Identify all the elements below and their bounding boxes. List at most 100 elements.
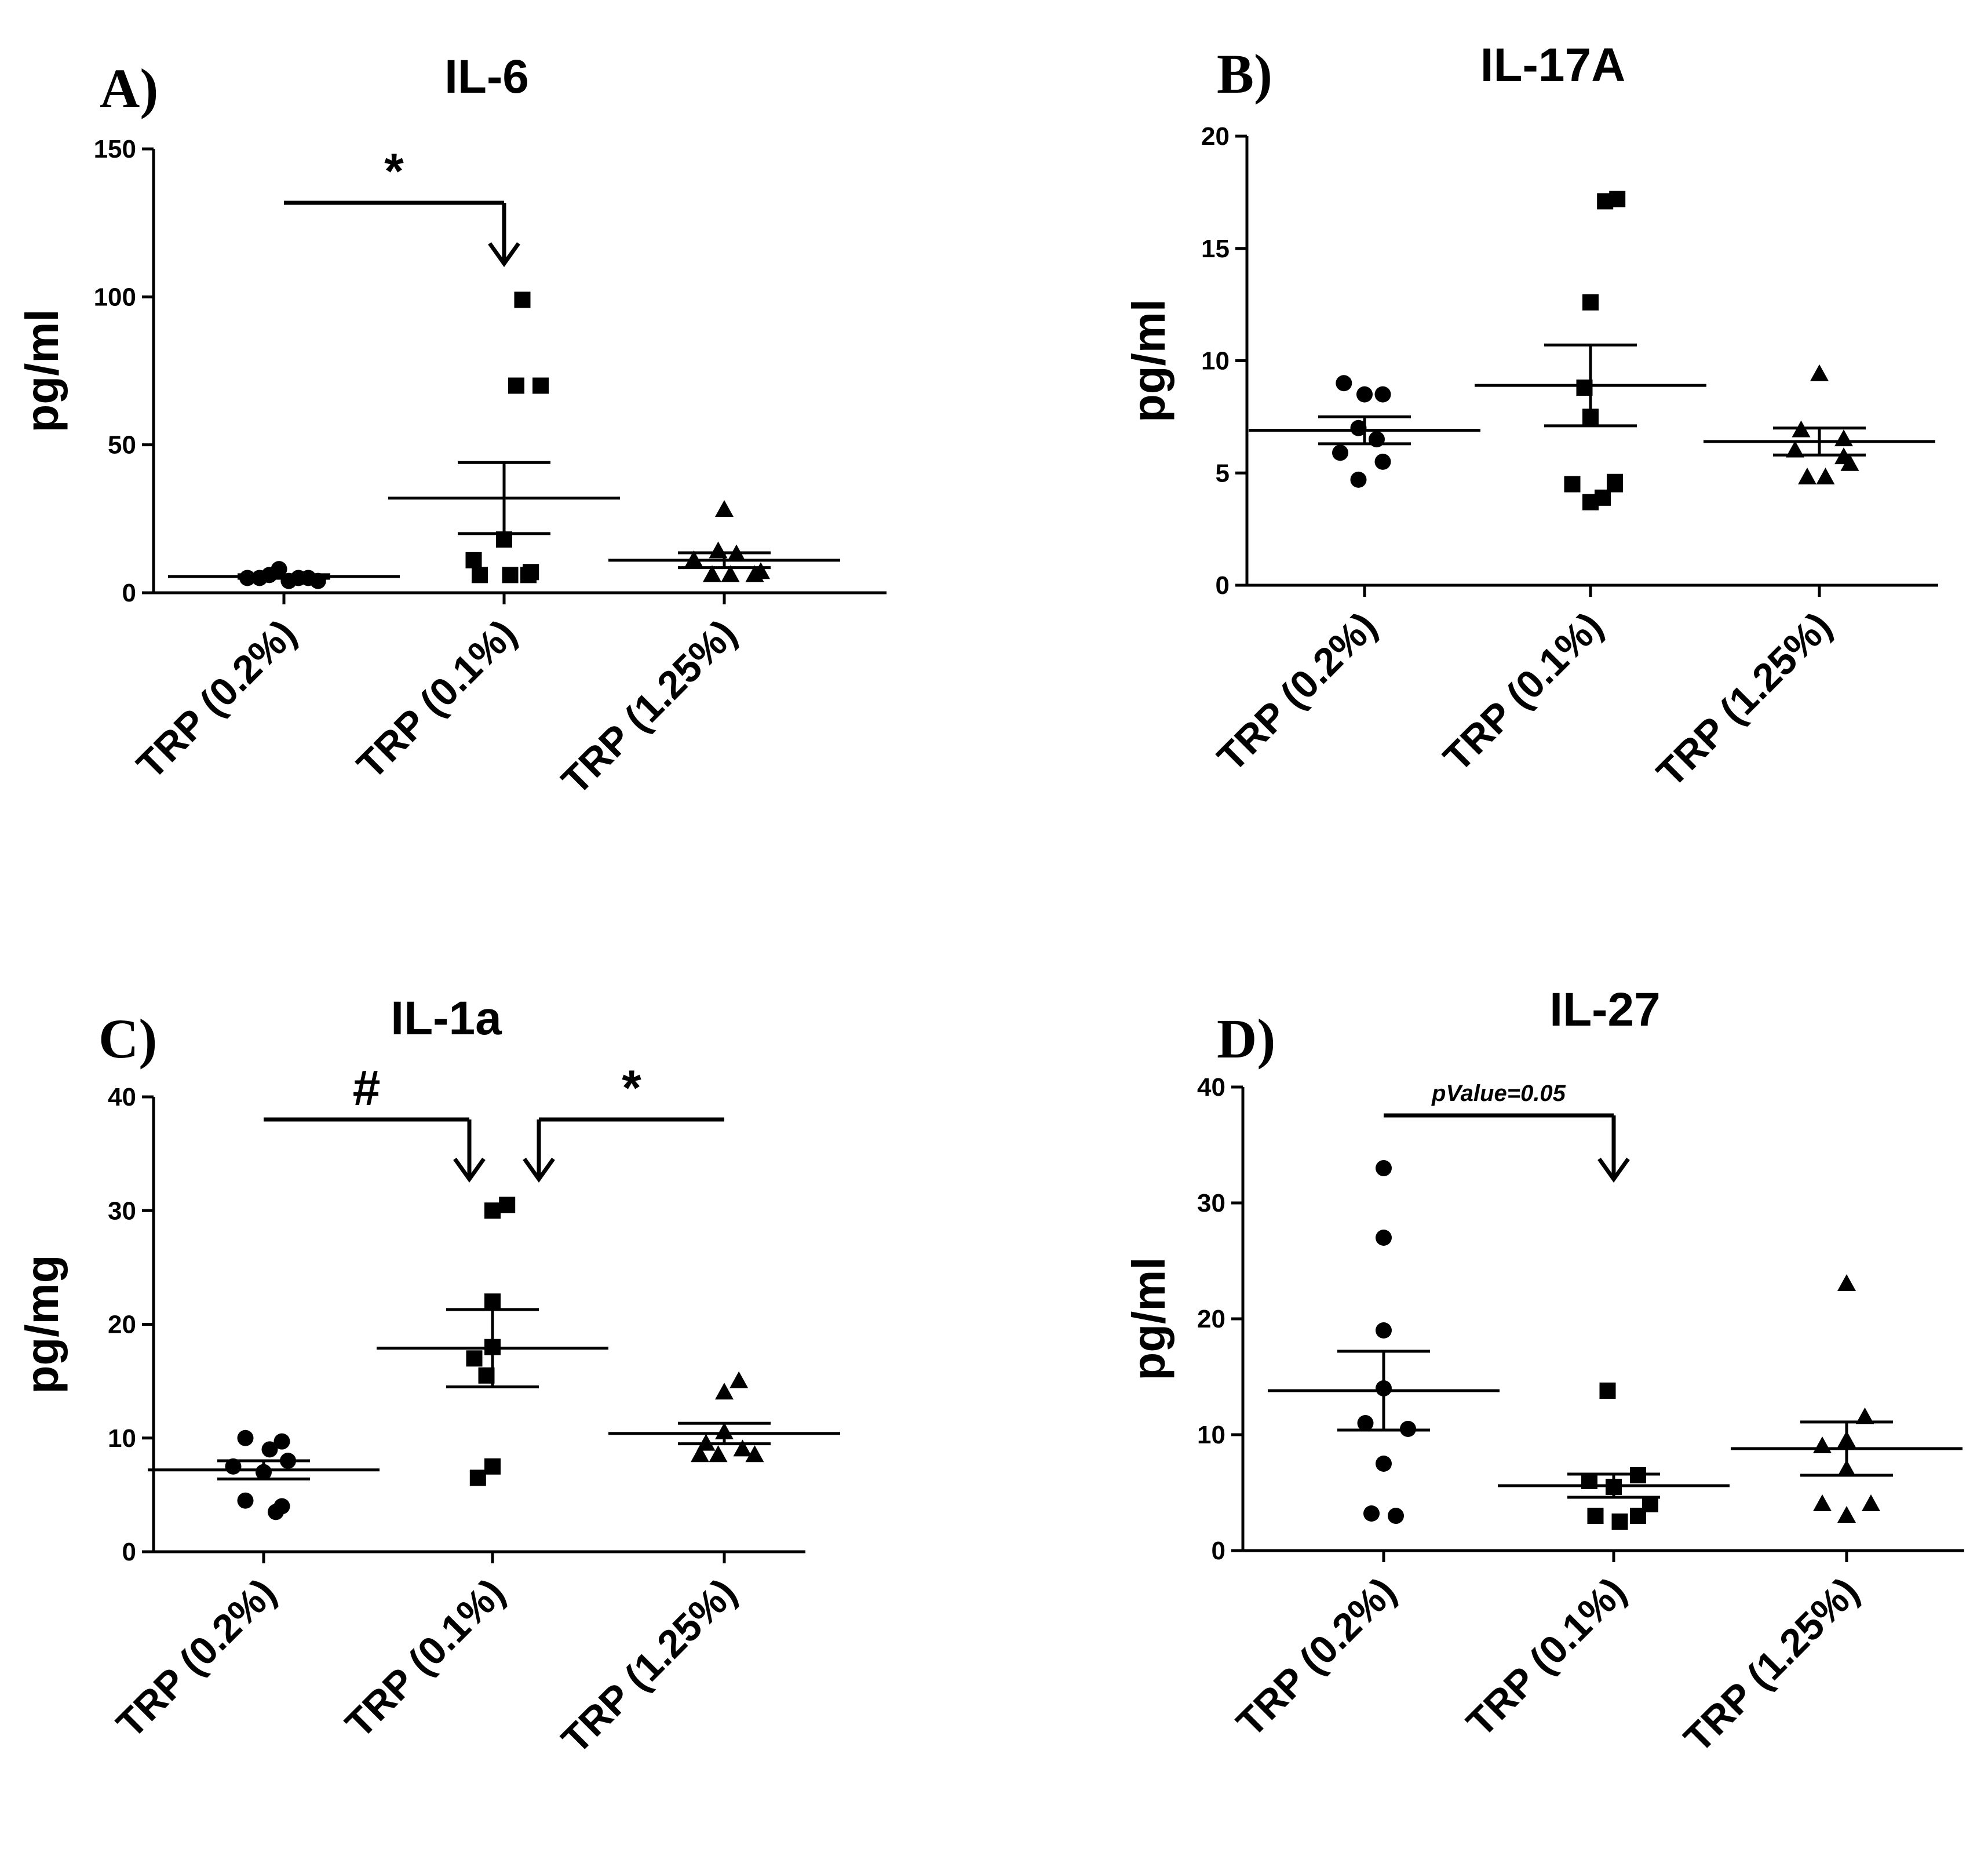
data-point-circle — [1374, 386, 1391, 403]
data-point-triangle — [1810, 364, 1829, 381]
data-point-circle — [261, 1441, 278, 1458]
data-point-triangle — [715, 500, 734, 517]
data-point-circle — [1388, 1508, 1404, 1524]
y-axis-label: pg/ml — [1123, 299, 1174, 422]
data-point-triangle — [709, 1445, 728, 1463]
significance-arrow-head — [523, 1157, 555, 1183]
chart-title: IL-1a — [391, 992, 502, 1045]
data-point-circle — [1357, 1415, 1374, 1431]
data-point-triangle — [729, 1371, 749, 1388]
data-point-triangle — [1837, 1274, 1856, 1291]
x-tick-label: TRP (0.1%) — [337, 1570, 513, 1746]
data-point-square — [502, 567, 519, 583]
data-point-square — [514, 291, 531, 308]
data-point-square — [532, 377, 549, 394]
data-point-circle — [237, 1429, 254, 1446]
data-point-square — [465, 552, 482, 568]
y-tick-label: 20 — [1201, 122, 1230, 151]
y-axis-label: pg/ml — [16, 309, 68, 432]
data-point-square — [1611, 1514, 1628, 1530]
significance-label: # — [353, 1060, 381, 1116]
y-tick-label: 15 — [1201, 235, 1230, 263]
data-point-circle — [1376, 1322, 1392, 1339]
data-point-square — [1582, 294, 1599, 311]
y-tick-label: 50 — [108, 431, 136, 459]
data-point-square — [1587, 1508, 1604, 1524]
data-point-triangle — [1840, 454, 1859, 471]
data-point-circle — [1363, 1505, 1380, 1522]
data-point-triangle — [691, 1445, 709, 1463]
significance-arrow-head — [1597, 1157, 1630, 1183]
data-point-circle — [1332, 444, 1348, 461]
y-tick-label: 30 — [1197, 1189, 1225, 1217]
data-point-triangle — [721, 565, 740, 582]
significance-label: * — [384, 144, 404, 199]
data-point-square — [499, 1197, 516, 1213]
data-point-triangle — [715, 1383, 734, 1400]
x-tick-label: TRP (0.1%) — [349, 611, 525, 787]
data-point-circle — [1376, 1160, 1392, 1176]
x-tick-label: TRP (1.25%) — [553, 1570, 745, 1762]
chart-panel-a: A) IL-6 0 50 100 150 pg/ml TRP (0.2%) TRP (0.1%)… — [16, 50, 887, 803]
x-tick-label: TRP (0.1%) — [1435, 604, 1611, 780]
y-tick-label: 0 — [1216, 571, 1230, 600]
x-tick-label: TRP (0.2%) — [129, 611, 305, 787]
data-point-square — [523, 564, 539, 581]
data-point-circle — [268, 1504, 284, 1520]
data-point-square — [1599, 1383, 1616, 1399]
x-tick-label: TRP (0.2%) — [108, 1570, 284, 1746]
data-point-triangle — [1816, 468, 1835, 484]
panel-label: B) — [1217, 43, 1272, 105]
data-point-square — [1564, 476, 1581, 493]
data-point-triangle — [1837, 1506, 1856, 1523]
data-point-circle — [1350, 420, 1367, 436]
y-tick-label: 40 — [108, 1083, 136, 1111]
x-tick-label: TRP (0.2%) — [1228, 1569, 1405, 1745]
significance-label: pValue=0.05 — [1431, 1081, 1566, 1106]
data-point-triangle — [1813, 1494, 1832, 1511]
data-point-square — [1609, 191, 1626, 207]
data-point-square — [484, 1293, 501, 1310]
data-point-triangle — [1862, 1494, 1880, 1511]
y-axis-label: pg/ml — [1123, 1257, 1174, 1380]
y-tick-label: 150 — [94, 135, 136, 163]
chart-panel-d: D) IL-27 0 10 20 30 40 pg/ml TRP (0.2%) TRP (0.1%… — [1123, 983, 1964, 1761]
data-point-square — [484, 1202, 501, 1219]
y-tick-label: 20 — [1197, 1305, 1225, 1333]
data-point-circle — [273, 1433, 290, 1450]
data-point-triangle — [1798, 468, 1816, 484]
chart-title: IL-17A — [1480, 39, 1626, 92]
data-point-triangle — [752, 562, 770, 579]
y-tick-label: 10 — [1201, 347, 1230, 375]
chart-title: IL-27 — [1549, 983, 1660, 1036]
chart-title: IL-6 — [444, 50, 529, 103]
y-axis-label: pg/mg — [16, 1255, 68, 1394]
y-tick-label: 20 — [108, 1311, 136, 1339]
data-point-triangle — [1834, 429, 1853, 447]
panel-label: A) — [100, 57, 158, 119]
data-point-square — [472, 567, 488, 583]
data-point-square — [1595, 489, 1611, 506]
panel-label: D) — [1217, 1008, 1275, 1070]
x-tick-label: TRP (0.2%) — [1209, 604, 1385, 780]
significance-label: * — [622, 1060, 641, 1116]
y-tick-label: 30 — [108, 1197, 136, 1225]
significance-arrow-head — [488, 242, 520, 268]
data-point-triangle — [1786, 440, 1804, 458]
data-point-circle — [1356, 386, 1373, 403]
y-tick-label: 5 — [1216, 459, 1230, 487]
y-tick-label: 0 — [122, 579, 136, 607]
significance-arrow-head — [453, 1157, 486, 1183]
data-point-circle — [1336, 375, 1352, 392]
chart-panel-b: B) IL-17A 0 5 10 15 20 pg/ml TRP (0.2%) TRP (0.1%… — [1123, 39, 1938, 796]
data-point-circle — [1350, 471, 1367, 488]
data-point-square — [466, 1350, 483, 1367]
data-point-square — [484, 1458, 501, 1475]
x-tick-label: TRP (1.25%) — [553, 611, 745, 803]
data-point-triangle — [733, 1439, 752, 1457]
data-point-triangle — [745, 1445, 764, 1463]
data-point-triangle — [703, 565, 721, 582]
data-point-triangle — [1813, 1436, 1832, 1453]
data-point-circle — [1376, 1456, 1392, 1472]
